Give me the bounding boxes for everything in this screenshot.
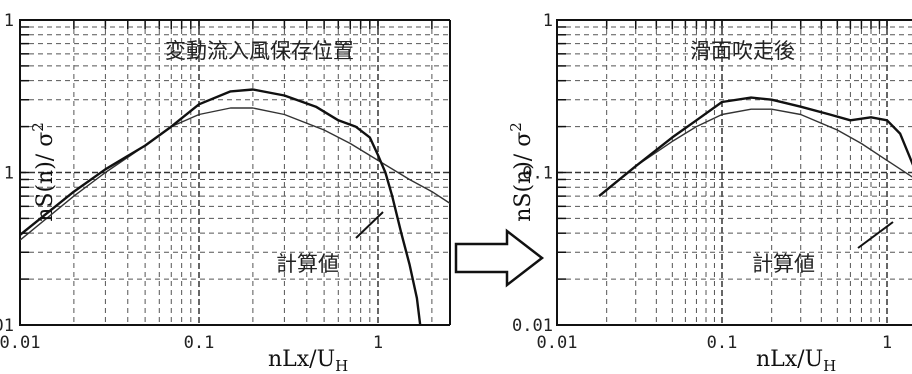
series-line-theory — [20, 107, 450, 241]
xlabel-sub-right: H — [823, 357, 836, 374]
y-tick-label: 1 — [543, 11, 553, 31]
series-line-computed — [20, 88, 422, 325]
x-tick-label: 1 — [882, 333, 892, 353]
x-tick-label: 0.01 — [537, 333, 578, 353]
x-tick-label: 1 — [373, 333, 383, 353]
grid-right — [557, 20, 912, 325]
xlabel-right: nLx/UH — [756, 347, 836, 374]
x-tick-label: 0.1 — [184, 333, 215, 353]
annotation-pointer-right — [857, 221, 894, 249]
series-line-theory — [598, 108, 912, 197]
axes-frame — [556, 19, 912, 326]
y-tick-label: 1 — [4, 11, 14, 31]
xlabel-sub-left: H — [335, 357, 348, 374]
tick-labels-left: 0.01 0.1 1 0.01 0.1 1 — [0, 11, 383, 353]
chart-left: 0.01 0.1 1 0.01 0.1 1 変動流入風保存位置 計算値 nS(n)/ σ2… — [0, 11, 451, 374]
y-tick-label: 0.1 — [522, 164, 553, 184]
series-line-computed — [598, 96, 912, 198]
x-tick-label: 0.1 — [707, 333, 738, 353]
grid-left — [20, 20, 450, 325]
annotation-pointer-left — [355, 211, 384, 239]
xlabel-left: nLx/UH — [268, 347, 348, 374]
ylabel-right: nS(n)/ σ2 — [507, 122, 536, 222]
annotation-left: 計算値 — [276, 252, 339, 276]
axes-frame — [19, 19, 450, 326]
chart-title-left: 変動流入風保存位置 — [165, 39, 354, 63]
ylabel-sup-right: 2 — [507, 122, 525, 132]
plot-frame-right — [556, 19, 912, 326]
annotation-right: 計算値 — [752, 252, 815, 276]
right-arrow-icon — [454, 228, 545, 288]
y-tick-label: 0.01 — [512, 316, 553, 336]
tick-labels-right: 0.01 0.1 1 0.01 0.1 1 — [512, 11, 892, 353]
chart-title-right: 滑面吹走後 — [690, 39, 795, 63]
x-tick-label: 0.01 — [0, 333, 40, 353]
y-tick-label: 0.1 — [0, 164, 14, 184]
ylabel-left: nS(n)/ σ2 — [29, 122, 58, 222]
ylabel-sup-left: 2 — [29, 122, 47, 132]
series-left — [20, 88, 450, 325]
series-right — [598, 96, 912, 198]
plot-frame-left — [19, 19, 451, 326]
chart-right: 0.01 0.1 1 0.01 0.1 1 滑面吹走後 計算値 nS(n)/ σ2 nLx… — [507, 11, 912, 374]
y-tick-label: 0.01 — [0, 316, 14, 336]
